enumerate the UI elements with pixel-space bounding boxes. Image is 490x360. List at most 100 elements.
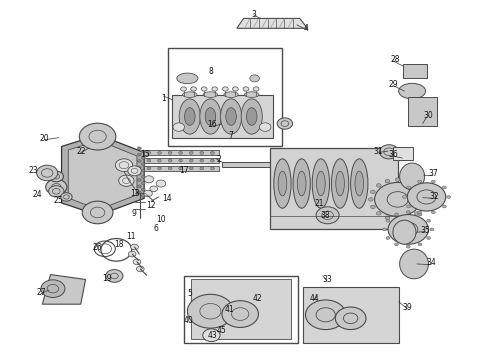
Circle shape [79, 123, 116, 150]
Circle shape [141, 175, 145, 178]
Circle shape [210, 152, 214, 154]
Circle shape [395, 217, 400, 221]
Text: 29: 29 [388, 80, 398, 89]
Circle shape [141, 188, 145, 191]
Circle shape [144, 176, 154, 183]
Text: 45: 45 [217, 327, 227, 336]
Text: 15: 15 [140, 150, 150, 159]
Text: 2: 2 [216, 155, 221, 164]
Text: 41: 41 [225, 305, 234, 314]
Ellipse shape [246, 108, 257, 125]
Text: 16: 16 [208, 120, 217, 129]
Circle shape [203, 329, 220, 342]
Circle shape [447, 195, 450, 198]
Text: 27: 27 [36, 288, 46, 297]
Text: 26: 26 [92, 243, 102, 252]
Circle shape [156, 180, 166, 187]
Circle shape [385, 179, 390, 183]
Circle shape [189, 152, 193, 154]
Text: 20: 20 [40, 134, 49, 143]
Circle shape [137, 185, 141, 188]
Text: 42: 42 [252, 294, 262, 303]
Circle shape [187, 294, 233, 328]
Text: 11: 11 [126, 232, 135, 241]
Circle shape [137, 191, 141, 194]
Circle shape [442, 205, 446, 208]
Circle shape [386, 237, 390, 239]
Ellipse shape [224, 92, 238, 98]
Ellipse shape [185, 108, 195, 125]
Circle shape [250, 75, 259, 82]
Circle shape [168, 167, 172, 170]
Circle shape [119, 175, 134, 186]
Circle shape [144, 190, 152, 197]
Polygon shape [62, 135, 144, 215]
Circle shape [141, 150, 145, 153]
Circle shape [137, 147, 141, 150]
Ellipse shape [203, 92, 218, 98]
Circle shape [418, 211, 421, 214]
Ellipse shape [336, 171, 344, 196]
Circle shape [133, 259, 141, 265]
Ellipse shape [179, 99, 200, 134]
Text: 8: 8 [208, 67, 213, 76]
Ellipse shape [245, 92, 259, 98]
Circle shape [137, 153, 141, 156]
Circle shape [427, 237, 431, 239]
Circle shape [181, 87, 186, 91]
Circle shape [422, 198, 427, 201]
Ellipse shape [312, 159, 329, 208]
Circle shape [383, 228, 387, 231]
Circle shape [243, 87, 249, 91]
Text: 7: 7 [228, 131, 233, 140]
Text: 3: 3 [251, 10, 256, 19]
Circle shape [179, 167, 183, 170]
Bar [270, 148, 398, 229]
Circle shape [316, 207, 339, 224]
Circle shape [394, 213, 398, 216]
Circle shape [141, 182, 145, 185]
Circle shape [427, 219, 431, 222]
Circle shape [388, 215, 428, 244]
Ellipse shape [205, 108, 216, 125]
Text: 12: 12 [147, 201, 156, 210]
Circle shape [233, 87, 238, 91]
Circle shape [137, 172, 141, 175]
Ellipse shape [177, 73, 198, 84]
Circle shape [137, 159, 141, 162]
Text: 34: 34 [426, 258, 436, 267]
Text: 28: 28 [390, 55, 399, 64]
Circle shape [179, 159, 183, 162]
Circle shape [406, 216, 411, 220]
Text: 10: 10 [156, 215, 166, 224]
Polygon shape [222, 162, 316, 167]
Text: 1: 1 [161, 94, 166, 103]
Text: 43: 43 [207, 331, 217, 340]
Circle shape [200, 152, 204, 154]
Ellipse shape [274, 159, 291, 208]
Text: 38: 38 [321, 211, 330, 220]
Text: 37: 37 [428, 169, 438, 178]
Circle shape [222, 301, 258, 328]
Circle shape [376, 184, 381, 187]
Circle shape [189, 159, 193, 162]
Circle shape [418, 180, 421, 183]
Text: 4: 4 [304, 24, 309, 33]
Polygon shape [172, 95, 273, 138]
Bar [191, 279, 291, 339]
Circle shape [141, 163, 145, 166]
Text: 5: 5 [187, 289, 192, 298]
Ellipse shape [183, 92, 197, 98]
Circle shape [415, 212, 419, 215]
Ellipse shape [331, 159, 349, 208]
Circle shape [406, 179, 411, 183]
Circle shape [305, 300, 346, 330]
Polygon shape [237, 18, 307, 28]
Text: 9: 9 [131, 209, 136, 218]
Circle shape [137, 166, 141, 169]
Circle shape [189, 167, 193, 170]
Circle shape [370, 205, 375, 209]
Text: 36: 36 [388, 150, 398, 159]
Circle shape [168, 152, 172, 154]
Circle shape [200, 159, 204, 162]
